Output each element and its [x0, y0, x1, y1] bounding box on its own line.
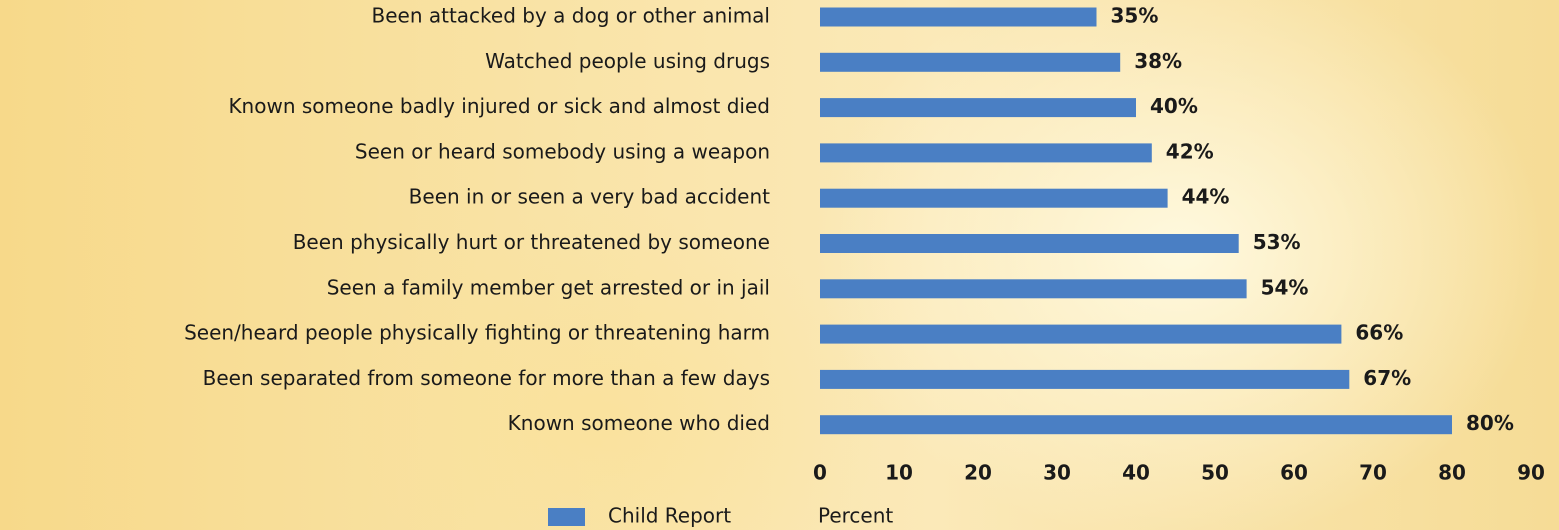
value-label: 35% — [1111, 4, 1159, 28]
value-label: 80% — [1466, 411, 1514, 435]
bar — [820, 234, 1239, 253]
x-tick-label: 40 — [1122, 461, 1150, 485]
chart: Percent 0 10 20 30 40 50 60 70 80 90 Been attacked… — [0, 0, 1559, 530]
bar — [820, 415, 1452, 434]
legend-label: Child Report — [608, 504, 731, 528]
bar — [820, 279, 1247, 298]
x-tick-label: 50 — [1201, 461, 1229, 485]
x-tick-label: 90 — [1517, 461, 1545, 485]
x-tick-label: 70 — [1359, 461, 1387, 485]
x-axis-label: Percent — [818, 504, 893, 528]
value-label: 38% — [1134, 49, 1182, 73]
x-tick-label: 0 — [813, 461, 827, 485]
value-label: 40% — [1150, 94, 1198, 118]
bar — [820, 325, 1341, 344]
value-label: 42% — [1166, 139, 1214, 163]
y-tick-label: Known someone badly injured or sick and … — [228, 94, 770, 118]
y-tick-label: Seen a family member get arrested or in … — [327, 275, 770, 299]
legend-swatch — [548, 508, 585, 526]
bar — [820, 370, 1349, 389]
y-tick-label: Been separated from someone for more tha… — [203, 366, 770, 390]
x-tick-label: 20 — [964, 461, 992, 485]
y-tick-label: Been in or seen a very bad accident — [409, 185, 770, 209]
y-tick-label: Seen or heard somebody using a weapon — [355, 139, 770, 163]
x-tick-label: 80 — [1438, 461, 1466, 485]
value-label: 44% — [1182, 185, 1230, 209]
bar — [820, 53, 1120, 72]
x-tick-label: 30 — [1043, 461, 1071, 485]
value-label: 54% — [1261, 275, 1309, 299]
y-tick-label: Seen/heard people physically fighting or… — [184, 321, 770, 345]
bar — [820, 98, 1136, 117]
bar — [820, 8, 1097, 27]
value-label: 66% — [1355, 321, 1403, 345]
y-tick-label: Been attacked by a dog or other animal — [371, 4, 770, 28]
value-label: 67% — [1363, 366, 1411, 390]
value-label: 53% — [1253, 230, 1301, 254]
y-tick-label: Been physically hurt or threatened by so… — [293, 230, 770, 254]
x-tick-label: 60 — [1280, 461, 1308, 485]
x-tick-label: 10 — [885, 461, 913, 485]
page: Percent 0 10 20 30 40 50 60 70 80 90 Been attacked… — [0, 0, 1559, 530]
bar — [820, 189, 1168, 208]
bar — [820, 143, 1152, 162]
y-tick-label: Known someone who died — [508, 411, 770, 435]
y-tick-label: Watched people using drugs — [485, 49, 770, 73]
